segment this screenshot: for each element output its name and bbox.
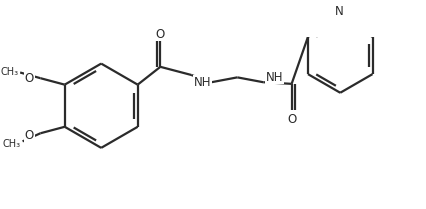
Text: NH: NH bbox=[193, 76, 211, 89]
Text: NH: NH bbox=[266, 71, 283, 84]
Text: CH₃: CH₃ bbox=[3, 139, 21, 149]
Text: O: O bbox=[287, 113, 296, 126]
Text: O: O bbox=[156, 28, 165, 41]
Text: O: O bbox=[25, 72, 34, 85]
Text: CH₃: CH₃ bbox=[0, 67, 18, 77]
Text: N: N bbox=[335, 5, 344, 18]
Text: O: O bbox=[25, 129, 34, 142]
